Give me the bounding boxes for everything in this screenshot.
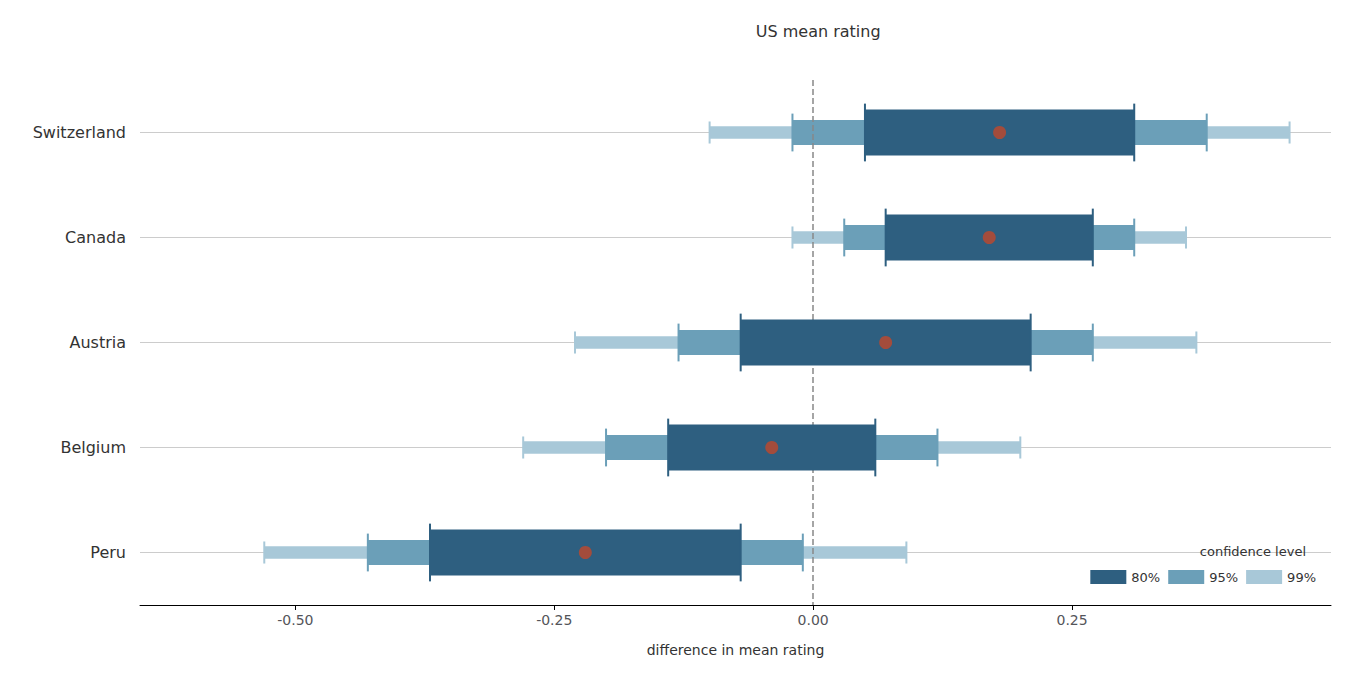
svg-text:Austria: Austria — [69, 333, 126, 352]
svg-text:95%: 95% — [1209, 570, 1238, 585]
svg-text:0.25: 0.25 — [1057, 612, 1088, 628]
svg-text:Canada: Canada — [65, 228, 126, 247]
svg-text:0.00: 0.00 — [798, 612, 829, 628]
svg-text:-0.25: -0.25 — [536, 612, 572, 628]
svg-text:-0.50: -0.50 — [277, 612, 313, 628]
svg-text:99%: 99% — [1287, 570, 1316, 585]
svg-text:confidence level: confidence level — [1200, 544, 1306, 559]
svg-text:difference in mean rating: difference in mean rating — [647, 642, 825, 658]
svg-text:Switzerland: Switzerland — [33, 123, 126, 142]
svg-text:US mean rating: US mean rating — [756, 22, 881, 41]
svg-text:Belgium: Belgium — [60, 438, 126, 457]
svg-text:80%: 80% — [1131, 570, 1160, 585]
svg-text:Peru: Peru — [90, 543, 126, 562]
